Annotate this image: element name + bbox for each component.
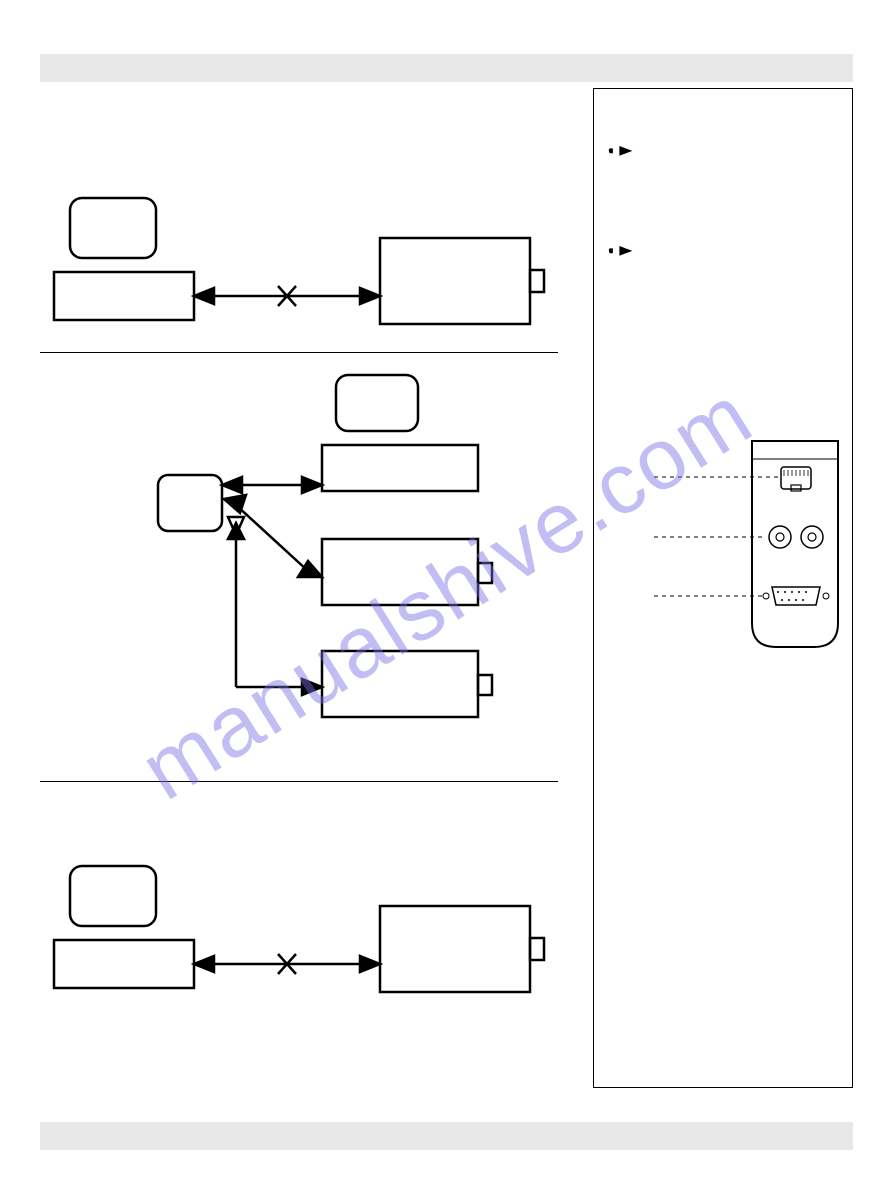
footer-bar [40,1122,853,1150]
diagram-2-svg [40,367,558,767]
side-box [593,88,853,1088]
diagram-section-1 [40,88,558,338]
connector-panel [594,429,854,729]
side-column [593,88,853,1116]
diagram-3-svg [40,796,558,1046]
diagram-section-2 [40,367,558,767]
hand-icon [608,139,634,161]
header-bar [40,54,853,82]
hand-icon [608,239,634,261]
diagram-1-svg [40,88,558,338]
diagram-section-3 [40,796,558,1046]
main-column [40,88,558,1116]
rule-2 [40,781,558,782]
rule-1 [40,352,558,353]
page-body [40,88,853,1116]
